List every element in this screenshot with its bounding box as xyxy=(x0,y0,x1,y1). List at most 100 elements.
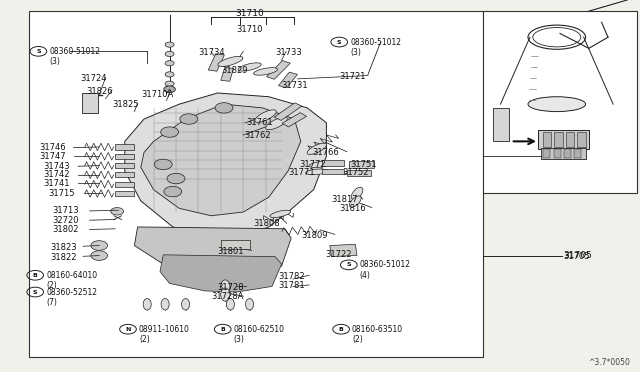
Circle shape xyxy=(167,173,185,184)
Text: 31826: 31826 xyxy=(86,87,113,96)
Polygon shape xyxy=(115,163,134,168)
Circle shape xyxy=(91,251,108,260)
Text: 31762: 31762 xyxy=(244,131,271,140)
Ellipse shape xyxy=(246,299,253,310)
Polygon shape xyxy=(141,104,301,216)
Polygon shape xyxy=(322,169,344,174)
Text: 31817: 31817 xyxy=(332,195,358,204)
Polygon shape xyxy=(221,68,234,81)
Text: 31816: 31816 xyxy=(339,204,366,213)
Text: 31710: 31710 xyxy=(236,25,263,34)
Bar xyxy=(577,132,586,147)
Polygon shape xyxy=(115,144,134,150)
Circle shape xyxy=(165,61,174,66)
Text: 31731: 31731 xyxy=(282,81,308,90)
Text: 31782: 31782 xyxy=(278,272,305,280)
Text: 31705: 31705 xyxy=(563,251,592,260)
Ellipse shape xyxy=(266,117,287,130)
Text: (7): (7) xyxy=(46,298,57,307)
Text: B: B xyxy=(339,327,344,332)
Text: 31801: 31801 xyxy=(218,247,244,256)
Circle shape xyxy=(165,72,174,77)
Text: 31771: 31771 xyxy=(288,169,315,177)
Circle shape xyxy=(154,159,172,170)
Text: 31823: 31823 xyxy=(50,243,77,252)
Text: 31751: 31751 xyxy=(351,160,377,169)
Circle shape xyxy=(215,103,233,113)
Text: 31766: 31766 xyxy=(312,148,339,157)
Text: 31741: 31741 xyxy=(44,179,70,188)
Text: 31734: 31734 xyxy=(198,48,225,57)
Text: S: S xyxy=(33,289,38,295)
Text: 31802: 31802 xyxy=(52,225,79,234)
Bar xyxy=(554,132,563,147)
Circle shape xyxy=(165,42,174,47)
Text: 31742: 31742 xyxy=(44,170,70,179)
Ellipse shape xyxy=(351,187,363,200)
Text: 08160-64010: 08160-64010 xyxy=(46,271,97,280)
Text: (2): (2) xyxy=(46,281,57,290)
Ellipse shape xyxy=(143,299,151,310)
Text: 31809: 31809 xyxy=(301,231,327,240)
Text: ^3.7*0050: ^3.7*0050 xyxy=(589,358,630,367)
Circle shape xyxy=(164,86,175,93)
Polygon shape xyxy=(160,255,282,292)
Polygon shape xyxy=(115,191,134,196)
Text: 31721: 31721 xyxy=(339,72,365,81)
Ellipse shape xyxy=(528,97,586,112)
Text: 31710: 31710 xyxy=(236,9,264,17)
Circle shape xyxy=(111,208,124,215)
Bar xyxy=(566,132,574,147)
Ellipse shape xyxy=(255,110,276,122)
Text: S: S xyxy=(346,262,351,267)
Text: 31713: 31713 xyxy=(52,206,79,215)
Polygon shape xyxy=(125,93,326,238)
Polygon shape xyxy=(322,160,344,166)
Circle shape xyxy=(180,114,198,124)
Ellipse shape xyxy=(238,63,261,71)
Text: 08911-10610: 08911-10610 xyxy=(139,325,189,334)
Text: 31733: 31733 xyxy=(275,48,302,57)
Text: 31781: 31781 xyxy=(278,281,305,290)
Text: 31724: 31724 xyxy=(80,74,106,83)
Bar xyxy=(564,149,571,158)
Polygon shape xyxy=(208,54,225,71)
Polygon shape xyxy=(134,227,291,273)
Circle shape xyxy=(164,186,182,197)
Ellipse shape xyxy=(270,210,291,218)
Text: 08360-52512: 08360-52512 xyxy=(46,288,97,296)
Text: 31715: 31715 xyxy=(48,189,74,198)
Bar xyxy=(82,93,98,113)
Text: 31722: 31722 xyxy=(325,250,351,259)
Bar xyxy=(574,149,581,158)
Text: (3): (3) xyxy=(49,57,60,66)
Text: 31747: 31747 xyxy=(40,152,67,161)
Circle shape xyxy=(496,117,505,122)
Polygon shape xyxy=(275,103,301,121)
Bar xyxy=(543,132,551,147)
Polygon shape xyxy=(115,172,134,177)
Text: 31710A: 31710A xyxy=(141,90,173,99)
Bar xyxy=(347,170,371,176)
Ellipse shape xyxy=(349,196,361,207)
Circle shape xyxy=(161,127,179,137)
Text: 31746: 31746 xyxy=(40,143,67,152)
Text: 31829: 31829 xyxy=(221,66,247,75)
Text: 31808: 31808 xyxy=(253,219,280,228)
Bar xyxy=(221,240,250,249)
Text: 08160-62510: 08160-62510 xyxy=(234,325,285,334)
Ellipse shape xyxy=(309,161,331,167)
Text: (3): (3) xyxy=(234,335,244,344)
Bar xyxy=(483,11,637,193)
Polygon shape xyxy=(115,154,134,159)
Text: (3): (3) xyxy=(350,48,361,57)
Text: 31705: 31705 xyxy=(563,252,589,261)
Circle shape xyxy=(496,128,505,134)
Ellipse shape xyxy=(161,299,169,310)
Text: 08160-63510: 08160-63510 xyxy=(352,325,403,334)
Bar xyxy=(541,148,586,159)
Text: 08360-51012: 08360-51012 xyxy=(350,38,401,46)
Text: 08360-51012: 08360-51012 xyxy=(49,47,100,56)
Bar xyxy=(330,244,357,257)
Bar xyxy=(29,11,483,357)
